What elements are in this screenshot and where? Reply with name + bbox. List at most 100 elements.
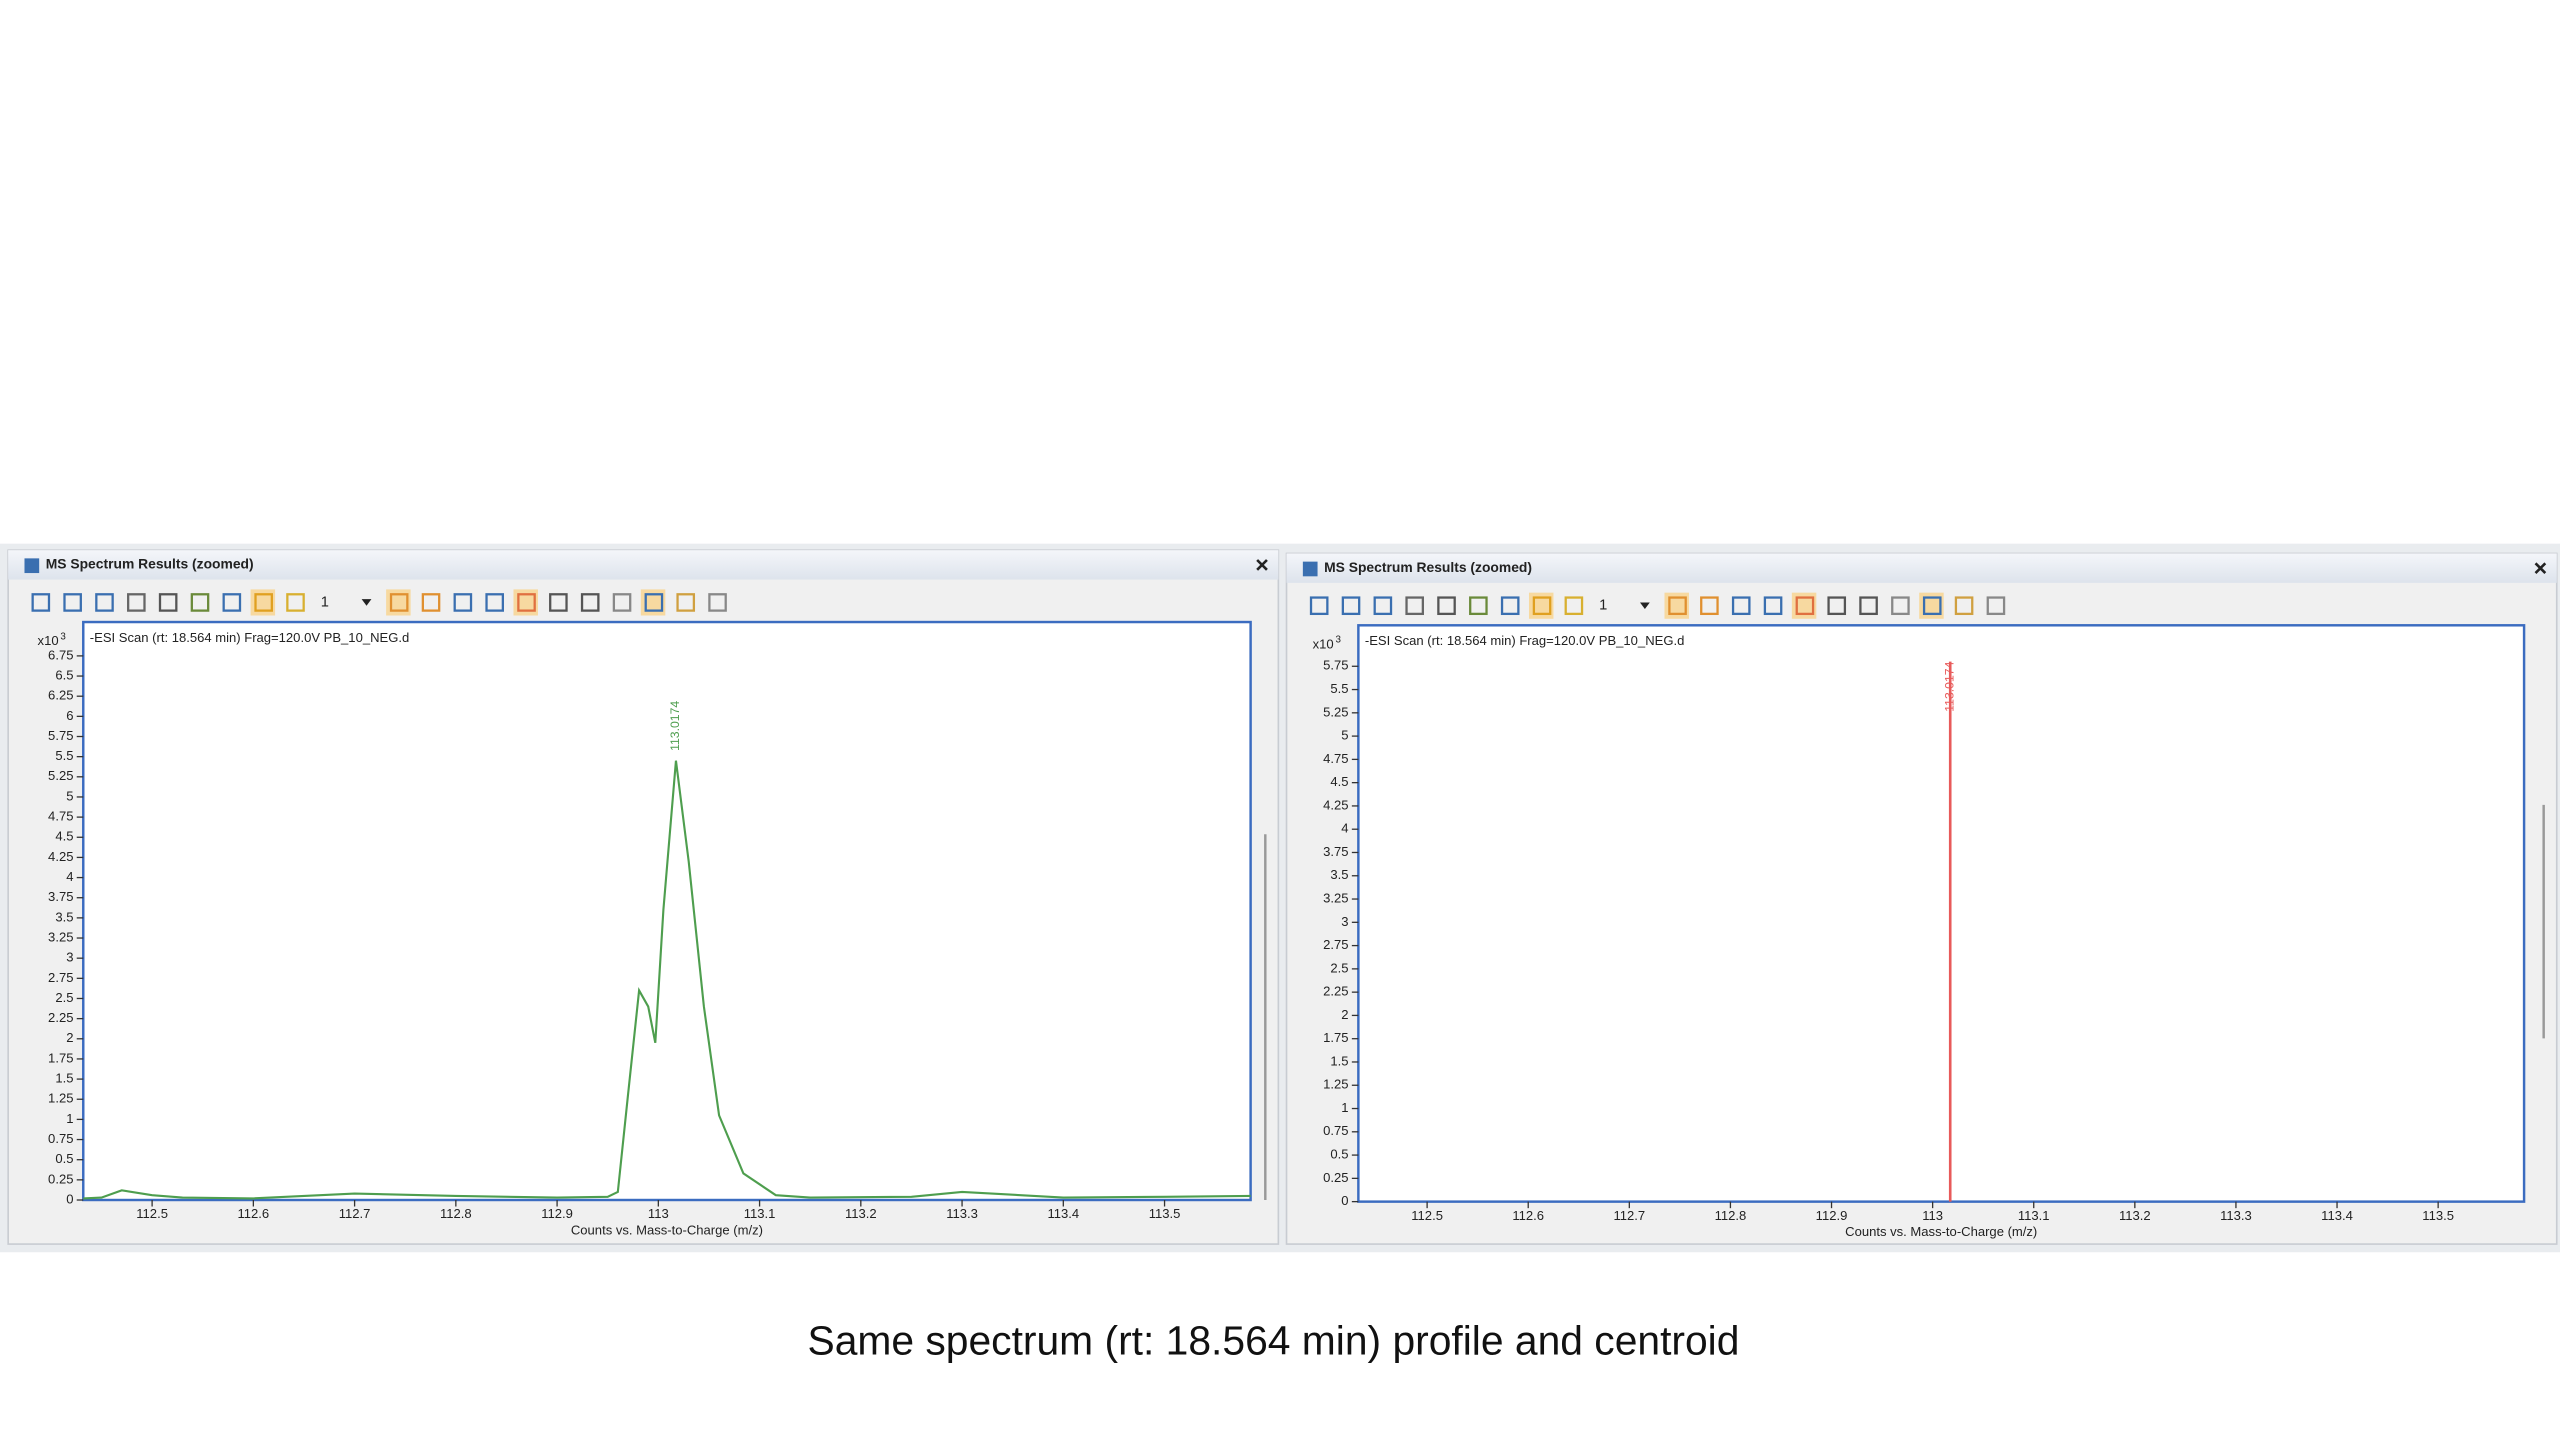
y-tick-label: 0.5 — [1330, 1147, 1348, 1162]
toolbar-button[interactable] — [158, 593, 178, 612]
close-button[interactable] — [1256, 559, 1268, 571]
toolbar-button[interactable] — [485, 593, 504, 612]
y-tick-label: 1 — [66, 1111, 73, 1126]
y-tick-label: 2.75 — [48, 970, 73, 985]
x-tick-label: 113.1 — [744, 1206, 776, 1221]
toolbar-button[interactable] — [1731, 596, 1751, 616]
toolbar-button[interactable] — [708, 593, 727, 612]
x-tick-label: 113.1 — [2018, 1208, 2050, 1223]
toolbar-button[interactable] — [1532, 596, 1552, 616]
toolbar-button[interactable] — [1469, 596, 1488, 616]
y-tick-label: 2 — [1341, 1007, 1348, 1022]
y-tick-label: 4 — [1341, 821, 1348, 836]
y-tick-label: 1.5 — [1330, 1053, 1348, 1068]
y-tick-label: 3.5 — [1330, 867, 1348, 882]
x-tick-label: 113.5 — [2422, 1208, 2454, 1223]
plot-title: -ESI Scan (rt: 18.564 min) Frag=120.0V P… — [1365, 633, 1684, 648]
toolbar-button[interactable] — [676, 593, 696, 612]
y-tick-label: 5.25 — [48, 768, 73, 783]
plot-title: -ESI Scan (rt: 18.564 min) Frag=120.0V P… — [90, 630, 409, 645]
toolbar-button[interactable] — [1986, 596, 2006, 616]
y-tick-label: 1.25 — [48, 1091, 73, 1106]
y-tick-label: 6.75 — [48, 647, 73, 662]
toolbar-button[interactable] — [389, 593, 409, 612]
y-tick-label: 1.5 — [55, 1071, 73, 1086]
toolbar-button[interactable] — [1795, 596, 1815, 616]
y-tick-label: 0.25 — [1323, 1170, 1348, 1185]
x-tick-label: 112.9 — [1816, 1208, 1848, 1223]
x-tick-label: 113.3 — [946, 1206, 978, 1221]
x-tick-label: 112.7 — [1613, 1208, 1645, 1223]
x-tick-label: 112.9 — [541, 1206, 573, 1221]
y-tick-label: 4.5 — [1330, 774, 1348, 789]
x-tick-label: 112.5 — [1411, 1208, 1443, 1223]
window-icon — [1302, 561, 1318, 577]
close-button[interactable] — [2534, 562, 2547, 574]
toolbar-button[interactable] — [127, 593, 146, 612]
y-tick-label: 0.25 — [48, 1171, 73, 1186]
toolbar-button[interactable] — [421, 593, 441, 612]
toolbar-button[interactable] — [95, 593, 114, 612]
toolbar-button[interactable] — [580, 593, 600, 612]
y-tick-label: 5.75 — [48, 728, 73, 743]
y-tick-label: 0 — [66, 1191, 73, 1206]
toolbar-button[interactable] — [644, 593, 664, 612]
toolbar-button[interactable] — [1309, 596, 1329, 616]
dropdown-arrow[interactable] — [361, 599, 372, 606]
toolbar-button[interactable] — [1668, 596, 1687, 616]
toolbar-button[interactable] — [453, 593, 473, 612]
toolbar-button[interactable] — [549, 593, 568, 612]
x-tick-label: 113.4 — [2321, 1208, 2353, 1223]
y-tick-label: 3.75 — [1323, 844, 1348, 859]
x-tick-label: 112.8 — [440, 1206, 472, 1221]
y-tick-label: 1 — [1341, 1100, 1348, 1115]
toolbar-button[interactable] — [1564, 596, 1584, 616]
x-tick-label: 112.7 — [339, 1206, 371, 1221]
y-tick-label: 4 — [66, 869, 73, 884]
toolbar-button[interactable] — [1373, 596, 1393, 616]
toolbar-button[interactable] — [517, 593, 536, 612]
toolbar-button[interactable] — [190, 593, 210, 612]
toolbar-button[interactable] — [1763, 596, 1783, 616]
x-tick-label: 112.5 — [136, 1206, 168, 1221]
window-title: MS Spectrum Results (zoomed) — [1324, 559, 1532, 575]
toolbar-button[interactable] — [222, 593, 242, 612]
y-tick-label: 1.75 — [1323, 1030, 1348, 1045]
title-bar — [8, 550, 1279, 580]
toolbar-button[interactable] — [63, 593, 82, 612]
y-tick-label: 3.75 — [48, 889, 73, 904]
toolbar-button[interactable] — [1341, 596, 1361, 616]
y-tick-label: 0.75 — [1323, 1123, 1348, 1138]
toolbar-button[interactable] — [254, 593, 273, 612]
y-tick-label: 1.75 — [48, 1050, 73, 1065]
y-tick-label: 3 — [1341, 914, 1348, 929]
toolbar-button[interactable] — [1405, 596, 1424, 616]
y-tick-label: 4.25 — [1323, 797, 1348, 812]
y-tick-label: 3.25 — [48, 929, 73, 944]
toolbar-button[interactable] — [286, 593, 305, 612]
toolbar-button[interactable] — [31, 593, 51, 612]
toolbar-button[interactable] — [1859, 596, 1878, 616]
y-tick-label: 4.75 — [1323, 751, 1348, 766]
y-tick-label: 3.25 — [1323, 890, 1348, 905]
toolbar-button[interactable] — [1891, 596, 1910, 616]
x-tick-label: 113.2 — [2119, 1208, 2151, 1223]
y-tick-label: 4.25 — [48, 849, 73, 864]
toolbar-button[interactable] — [1954, 596, 1974, 616]
y-tick-label: 3.5 — [55, 909, 73, 924]
toolbar-button[interactable] — [1922, 596, 1942, 616]
toolbar-button[interactable] — [1827, 596, 1847, 616]
toolbar-button[interactable] — [1437, 596, 1456, 616]
x-tick-label: 113.4 — [1047, 1206, 1079, 1221]
x-tick-label: 113.2 — [845, 1206, 877, 1221]
toolbar-button[interactable] — [1700, 596, 1719, 616]
dropdown-arrow[interactable] — [1640, 602, 1650, 609]
x-tick-label: 113.5 — [1149, 1206, 1181, 1221]
toolbar-button[interactable] — [612, 593, 632, 612]
toolbar-value: 1 — [1599, 598, 1607, 614]
y-tick-label: 2.75 — [1323, 937, 1348, 952]
toolbar-button[interactable] — [1500, 596, 1520, 616]
x-tick-label: 113 — [648, 1206, 669, 1221]
